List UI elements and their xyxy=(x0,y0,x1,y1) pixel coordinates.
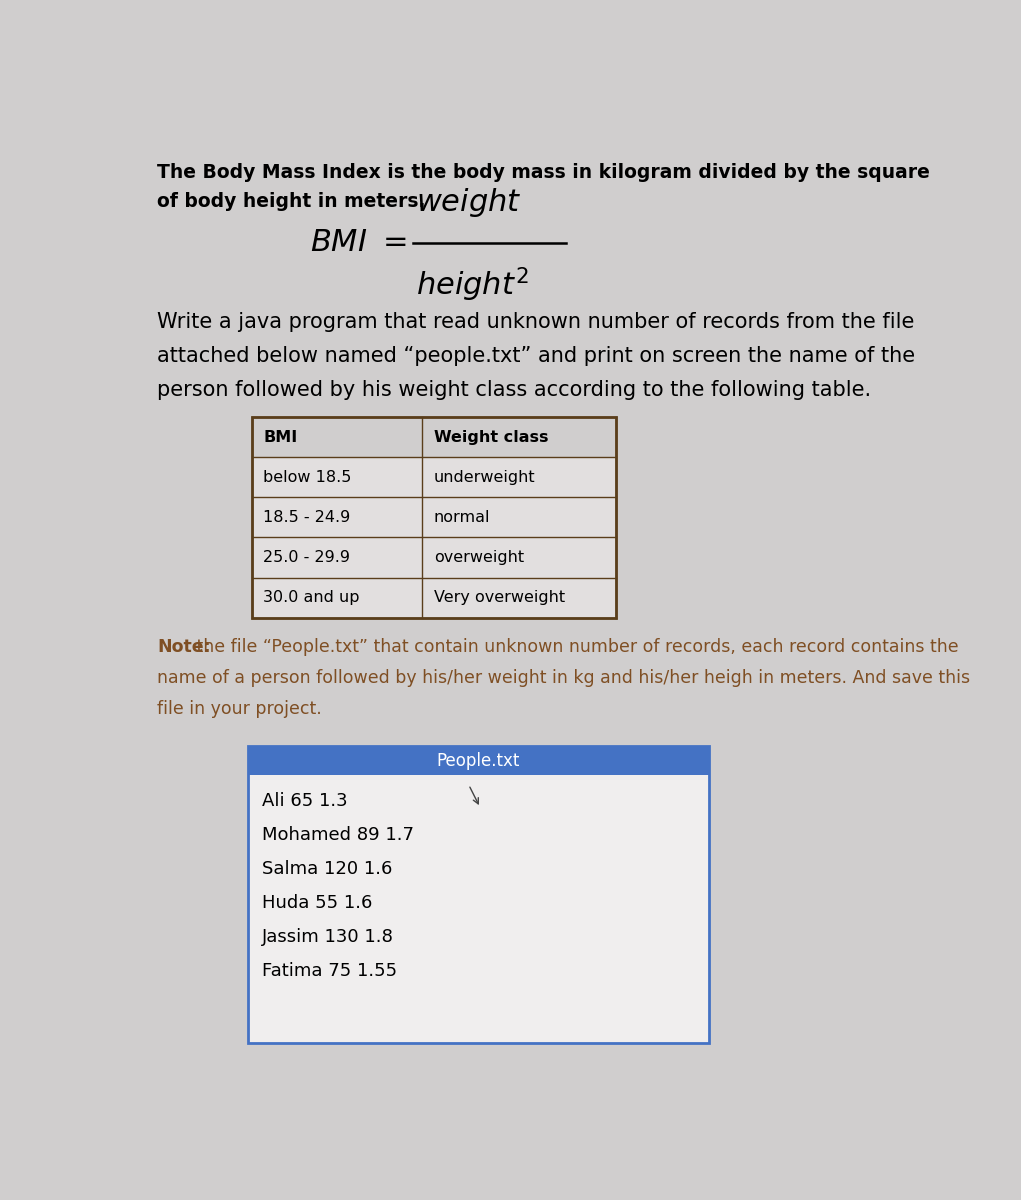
Text: the file “People.txt” that contain unknown number of records, each record contai: the file “People.txt” that contain unkno… xyxy=(191,638,959,656)
Text: Write a java program that read unknown number of records from the file: Write a java program that read unknown n… xyxy=(157,312,915,332)
Text: overweight: overweight xyxy=(434,550,524,565)
Text: Ali 65 1.3: Ali 65 1.3 xyxy=(261,792,347,810)
Text: name of a person followed by his/her weight in kg and his/her heigh in meters. A: name of a person followed by his/her wei… xyxy=(157,670,970,688)
Text: 30.0 and up: 30.0 and up xyxy=(263,590,359,605)
Text: $\mathit{BMI}$$\ =$: $\mathit{BMI}$$\ =$ xyxy=(310,228,406,257)
Bar xyxy=(251,418,616,618)
Text: 18.5 - 24.9: 18.5 - 24.9 xyxy=(263,510,350,524)
Text: The Body Mass Index is the body mass in kilogram divided by the square: The Body Mass Index is the body mass in … xyxy=(157,163,930,182)
Text: attached below named “people.txt” and print on screen the name of the: attached below named “people.txt” and pr… xyxy=(157,346,915,366)
Text: $\mathit{height}^2$: $\mathit{height}^2$ xyxy=(416,265,529,304)
Bar xyxy=(251,457,616,498)
Text: Very overweight: Very overweight xyxy=(434,590,565,605)
Text: underweight: underweight xyxy=(434,470,535,485)
Text: Weight class: Weight class xyxy=(434,430,548,445)
Text: Jassim 130 1.8: Jassim 130 1.8 xyxy=(261,928,393,946)
Text: Fatima 75 1.55: Fatima 75 1.55 xyxy=(261,961,397,979)
Bar xyxy=(251,498,616,538)
Bar xyxy=(248,746,709,1043)
Text: of body height in meters.: of body height in meters. xyxy=(157,192,426,211)
Text: person followed by his weight class according to the following table.: person followed by his weight class acco… xyxy=(157,379,871,400)
Bar xyxy=(251,577,616,618)
Bar xyxy=(251,538,616,577)
Text: $\mathit{weight}$: $\mathit{weight}$ xyxy=(416,186,522,220)
Text: Mohamed 89 1.7: Mohamed 89 1.7 xyxy=(261,827,414,845)
Bar xyxy=(248,746,709,775)
Text: Huda 55 1.6: Huda 55 1.6 xyxy=(261,894,372,912)
Text: Note:: Note: xyxy=(157,638,210,656)
Text: People.txt: People.txt xyxy=(437,751,520,769)
Bar xyxy=(248,775,709,1043)
Bar xyxy=(251,418,616,457)
Text: file in your project.: file in your project. xyxy=(157,700,322,718)
Text: 25.0 - 29.9: 25.0 - 29.9 xyxy=(263,550,350,565)
Text: BMI: BMI xyxy=(263,430,297,445)
Text: Salma 120 1.6: Salma 120 1.6 xyxy=(261,860,392,878)
Text: below 18.5: below 18.5 xyxy=(263,470,351,485)
Text: normal: normal xyxy=(434,510,490,524)
